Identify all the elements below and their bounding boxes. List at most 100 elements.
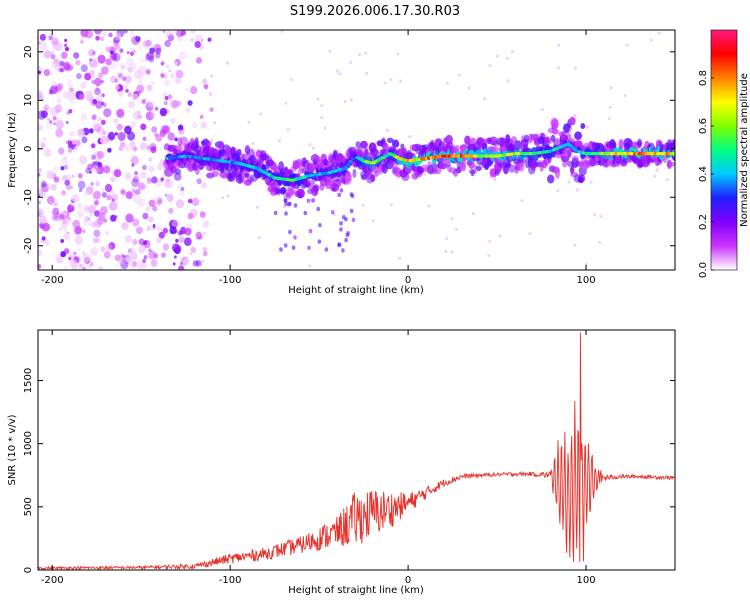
ridge-halo [555, 168, 560, 179]
noise-blob [43, 69, 51, 77]
spectrogram-xtick-label: -200 [41, 275, 64, 286]
ridge-halo [561, 131, 566, 142]
noise-blob [181, 30, 187, 36]
noise-blob [46, 182, 52, 189]
ridge-halo [577, 174, 586, 183]
noise-blob [165, 179, 174, 189]
colorbar-gradient [711, 30, 737, 270]
noise-blob [124, 144, 130, 151]
ridge-halo [308, 163, 317, 172]
noise-blob [316, 97, 320, 101]
spectrogram-marks [38, 30, 675, 270]
noise-blob [167, 132, 175, 141]
noise-blob [104, 230, 109, 236]
noise-blob [202, 220, 210, 228]
noise-blob [120, 62, 125, 68]
noise-blob [129, 140, 136, 148]
noise-blob [85, 186, 94, 195]
noise-blob [172, 262, 176, 266]
noise-blob [556, 189, 560, 193]
ridge-halo [370, 174, 376, 183]
ridge-halo [286, 187, 295, 197]
noise-blob [98, 72, 104, 79]
noise-blob [190, 37, 194, 42]
noise-blob [213, 121, 217, 125]
ridge-halo [288, 229, 292, 235]
noise-blob [59, 213, 65, 220]
noise-blob [68, 256, 72, 261]
noise-blob [145, 206, 151, 212]
noise-blob [56, 255, 64, 264]
noise-blob [83, 191, 89, 198]
ridge-halo [389, 159, 395, 167]
noise-blob [201, 182, 207, 189]
noise-blob [159, 107, 168, 117]
noise-blob [150, 112, 155, 118]
ridge-halo [288, 201, 292, 206]
noise-blob [166, 193, 174, 202]
noise-blob [308, 264, 312, 268]
noise-blob [124, 172, 132, 180]
noise-blob [62, 91, 70, 99]
ridge-halo [562, 160, 567, 168]
noise-blob [178, 230, 183, 236]
noise-blob [88, 212, 93, 217]
noise-blob [134, 171, 139, 176]
ridge-halo [455, 144, 460, 151]
ridge-halo [341, 215, 346, 220]
noise-blob [364, 51, 368, 55]
noise-blob [38, 70, 41, 75]
noise-blob [64, 228, 67, 232]
noise-blob [163, 74, 167, 79]
noise-blob [76, 73, 82, 80]
noise-blob [87, 222, 91, 226]
ridge-halo [236, 148, 242, 156]
ridge-halo [359, 140, 368, 149]
noise-blob [103, 108, 112, 118]
noise-blob [576, 188, 580, 192]
noise-blob [67, 140, 72, 144]
colorbar-frame [710, 29, 738, 271]
noise-blob [137, 110, 141, 114]
noise-blob [100, 36, 105, 42]
noise-blob [162, 243, 170, 251]
noise-blob [655, 168, 659, 172]
noise-blob [155, 47, 162, 55]
noise-blob [148, 165, 155, 173]
noise-blob [53, 122, 56, 126]
noise-blob [62, 218, 68, 225]
noise-blob [45, 120, 53, 129]
noise-blob [154, 52, 161, 59]
noise-blob [133, 146, 138, 152]
noise-blob [43, 148, 52, 157]
noise-blob [80, 30, 89, 38]
noise-blob [182, 257, 188, 263]
noise-blob [328, 49, 332, 53]
ridge-halo [569, 116, 576, 126]
noise-blob [98, 266, 104, 270]
noise-blob [455, 227, 458, 231]
noise-blob [100, 135, 108, 145]
noise-blob [151, 80, 155, 85]
noise-blob [38, 168, 42, 172]
noise-blob [88, 220, 94, 227]
noise-blob [573, 243, 577, 247]
noise-blob [125, 89, 129, 93]
noise-blob [91, 121, 100, 130]
noise-blob [209, 107, 214, 112]
noise-blob [55, 128, 64, 138]
ridge-core [672, 152, 675, 156]
noise-blob [138, 238, 145, 246]
noise-blob [80, 113, 88, 121]
ridge-halo [273, 210, 278, 216]
ridge-track [163, 116, 675, 253]
ridge-halo [567, 147, 572, 159]
noise-blob [68, 217, 72, 221]
snr-ytick-label: 1000 [23, 431, 34, 456]
noise-blob [54, 104, 63, 113]
spectrogram-ytick-label: -20 [23, 238, 34, 254]
noise-blob [58, 147, 65, 155]
noise-blob [80, 64, 88, 73]
noise-blob [50, 51, 54, 55]
